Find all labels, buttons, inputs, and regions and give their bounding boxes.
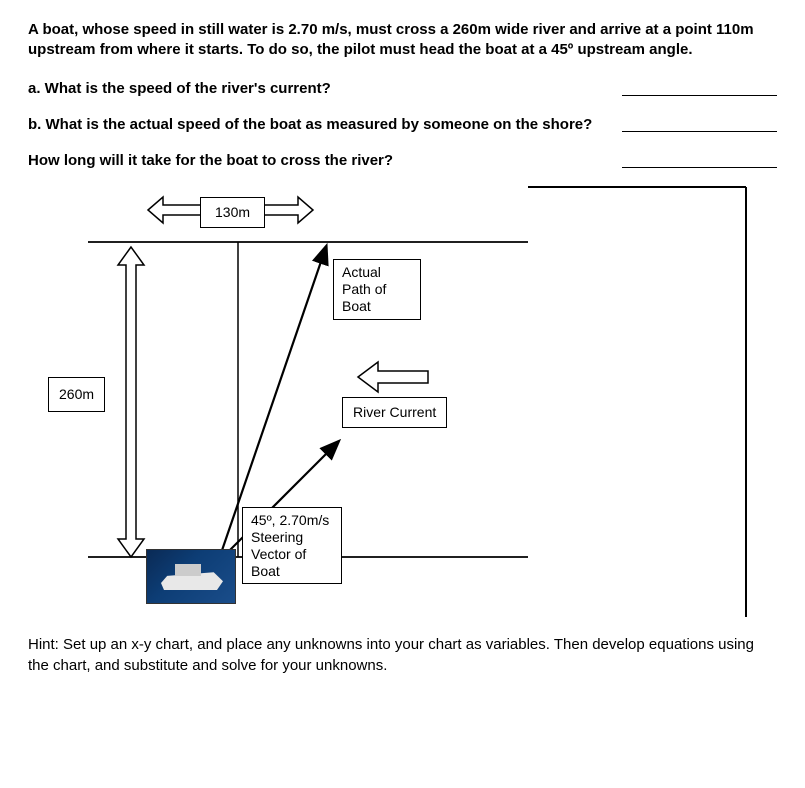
question-a: a. What is the speed of the river's curr… [28, 79, 610, 99]
hint: Hint: Set up an x-y chart, and place any… [28, 635, 777, 676]
question-b: b. What is the actual speed of the boat … [28, 115, 610, 135]
question-a-row: a. What is the speed of the river's curr… [28, 79, 777, 99]
diagram: 130m 260m Actual Path of Boat River Curr… [28, 187, 777, 617]
label-130m: 130m [200, 197, 265, 228]
question-b-row: b. What is the actual speed of the boat … [28, 115, 777, 135]
question-c-row: How long will it take for the boat to cr… [28, 151, 777, 171]
left-height-arrow [118, 247, 144, 557]
answer-blank-b[interactable] [622, 118, 777, 132]
label-steering: 45º, 2.70m/s Steering Vector of Boat [242, 507, 342, 584]
label-actual-path: Actual Path of Boat [333, 259, 421, 319]
problem-statement: A boat, whose speed in still water is 2.… [28, 20, 777, 61]
label-river-current: River Current [342, 397, 447, 428]
answer-blank-a[interactable] [622, 82, 777, 96]
river-current-arrow [358, 362, 428, 392]
boat-image [146, 549, 236, 604]
question-c: How long will it take for the boat to cr… [28, 151, 610, 171]
answer-blank-c[interactable] [622, 154, 777, 168]
label-260m: 260m [48, 377, 105, 412]
